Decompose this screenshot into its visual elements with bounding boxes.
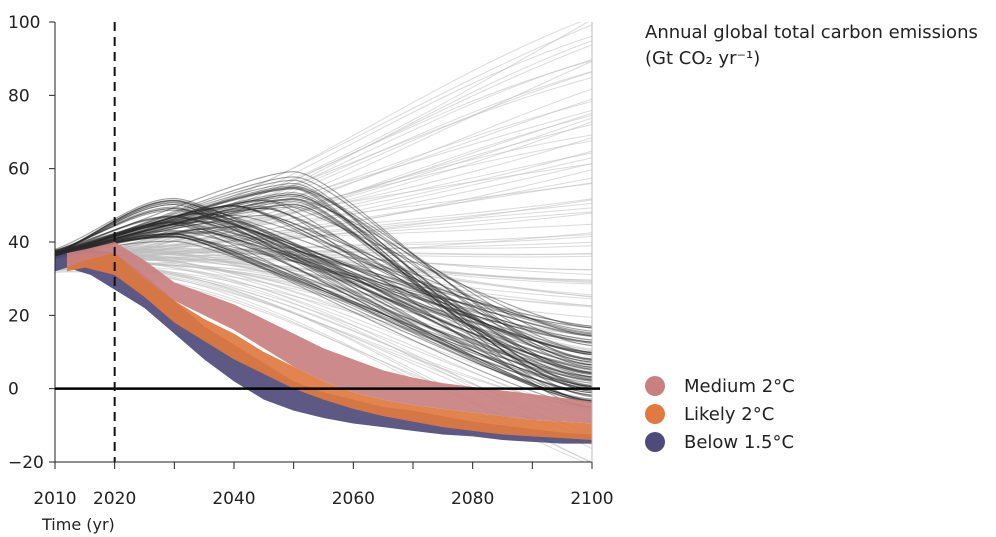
legend-label-below-1-5c: Below 1.5°C: [684, 431, 795, 453]
scenario-line-light: [55, 109, 592, 253]
scenario-line-dark: [55, 200, 592, 374]
scenario-line-dark: [55, 203, 592, 391]
scenario-line-dark: [55, 171, 592, 366]
scenario-line-dark: [55, 186, 592, 347]
scenario-line-dark: [55, 221, 592, 327]
scenario-line-dark: [55, 203, 592, 402]
legend-swatch-likely-2c: [645, 404, 665, 424]
scenario-line-dark: [55, 215, 592, 361]
scenario-line-dark: [55, 212, 592, 366]
scenario-line-dark: [55, 235, 592, 408]
scenario-line-dark: [55, 217, 592, 381]
scenario-bands: [55, 242, 592, 444]
x-tick-label: 2080: [451, 489, 494, 509]
scenario-line-dark: [55, 209, 592, 337]
scenario-line-dark: [55, 207, 592, 353]
scenario-line-dark: [55, 199, 592, 396]
band-likely-2-c: [66, 253, 592, 440]
chart-title: Annual global total carbon emissions: [645, 22, 978, 43]
scenario-line-dark: [55, 233, 592, 394]
x-tick-label: 2100: [570, 489, 613, 509]
scenario-line-dark: [55, 236, 592, 329]
scenario-line-dark: [55, 220, 592, 388]
x-tick-label: 2040: [212, 489, 255, 509]
scenario-line-dark: [55, 208, 592, 343]
scenario-line-dark: [55, 233, 592, 387]
scenario-line-dark: [55, 216, 592, 366]
scenario-line-dark: [55, 224, 592, 344]
scenario-line-dark: [55, 199, 592, 356]
scenario-line-dark: [55, 202, 592, 375]
scenario-line-dark: [55, 197, 592, 371]
legend: Medium 2°C Likely 2°C Below 1.5°C: [645, 372, 795, 456]
legend-item-medium-2c: Medium 2°C: [645, 372, 795, 400]
scenario-line-dark: [55, 230, 592, 401]
scenario-line-dark: [55, 205, 592, 373]
x-tick-label: 2010: [33, 489, 76, 509]
scenario-line-dark: [55, 205, 592, 355]
scenario-line-dark: [55, 179, 592, 398]
scenario-line-dark: [55, 215, 592, 370]
x-axis-label: Time (yr): [42, 515, 115, 534]
scenario-line-dark: [55, 201, 592, 332]
scenario-line-dark: [55, 205, 592, 402]
y-tick-label: 0: [8, 380, 19, 400]
chart-axes: [49, 21, 600, 469]
scenario-line-dark: [55, 222, 592, 384]
y-tick-label: 40: [8, 233, 30, 253]
scenario-line-dark: [55, 213, 592, 356]
x-tick-label: 2020: [93, 489, 136, 509]
band-medium-2-c: [66, 242, 592, 424]
legend-label-likely-2c: Likely 2°C: [684, 403, 775, 425]
scenario-line-dark: [55, 199, 592, 329]
scenario-line-dark: [55, 230, 592, 343]
scenario-line-dark: [55, 222, 592, 341]
scenario-line-dark: [55, 204, 592, 360]
scenario-line-dark: [55, 224, 592, 403]
scenario-line-dark: [55, 205, 592, 334]
scenario-line-dark: [55, 216, 592, 336]
scenario-line-dark: [55, 221, 592, 379]
legend-swatch-below-1-5c: [645, 432, 665, 452]
y-tick-label: 60: [8, 160, 30, 180]
legend-item-below-1-5c: Below 1.5°C: [645, 428, 795, 456]
scenario-line-dark: [55, 218, 592, 402]
scenario-line-dark: [55, 188, 592, 409]
legend-label-medium-2c: Medium 2°C: [684, 375, 795, 397]
y-tick-label: −20: [8, 453, 44, 473]
scenario-line-dark: [55, 198, 592, 337]
scenario-line-dark: [55, 214, 592, 335]
y-tick-label: 80: [8, 86, 30, 106]
chart-title-unit: (Gt CO₂ yr⁻¹): [645, 48, 761, 69]
scenario-line-dark: [55, 206, 592, 403]
scenario-line-dark: [55, 207, 592, 354]
scenario-line-dark: [55, 203, 592, 382]
scenario-line-dark: [55, 220, 592, 391]
x-tick-label: 2060: [332, 489, 375, 509]
scenario-line-dark: [55, 231, 592, 369]
y-tick-label: 100: [8, 13, 40, 33]
scenario-line-light: [55, 76, 592, 251]
scenario-line-dark: [55, 235, 592, 400]
background-scenario-lines: [55, 22, 592, 462]
legend-item-likely-2c: Likely 2°C: [645, 400, 795, 428]
scenario-line-dark: [55, 233, 592, 388]
y-tick-label: 20: [8, 306, 30, 326]
scenario-line-dark: [55, 232, 592, 378]
scenario-line-dark: [55, 207, 592, 363]
scenario-line-dark: [55, 200, 592, 380]
legend-swatch-medium-2c: [645, 376, 665, 396]
